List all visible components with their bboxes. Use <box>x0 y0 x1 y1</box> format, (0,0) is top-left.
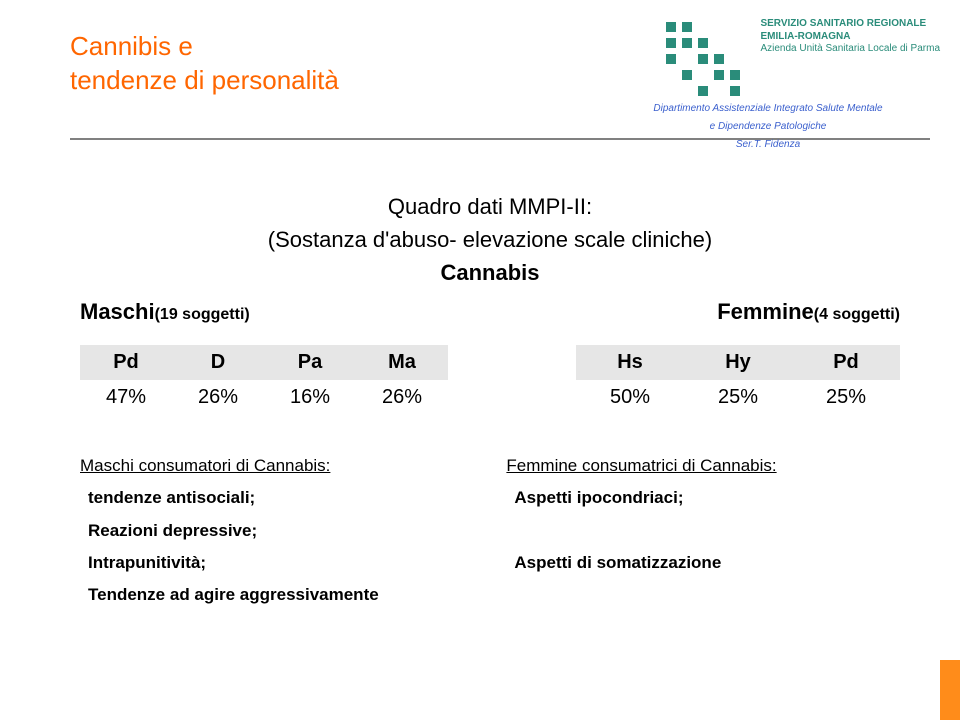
female-desc-item <box>506 515 900 547</box>
female-cell: 25% <box>684 380 792 415</box>
male-cell: 26% <box>172 380 264 415</box>
female-group-label: Femmine(4 soggetti) <box>717 299 900 325</box>
male-cell: 16% <box>264 380 356 415</box>
header: Cannibis e tendenze di personalità SERVI… <box>0 0 960 160</box>
female-desc-item: Aspetti di somatizzazione <box>506 547 900 579</box>
content: Quadro dati MMPI-II: (Sostanza d'abuso- … <box>0 160 960 611</box>
logo-squares-icon <box>662 18 754 110</box>
male-desc-item: tendenze antisociali; <box>80 482 474 514</box>
female-col-0: Hs <box>576 345 684 380</box>
female-desc-head: Femmine consumatrici di Cannabis: <box>506 450 900 482</box>
male-table: Pd D Pa Ma 47% 26% 16% 26% <box>80 345 448 415</box>
male-cell: 26% <box>356 380 448 415</box>
male-col-2: Pa <box>264 345 356 380</box>
male-desc-item: Tendenze ad agire aggressivamente <box>80 579 474 611</box>
female-n: (4 soggetti) <box>814 306 900 323</box>
male-col-0: Pd <box>80 345 172 380</box>
section-title-l1: Quadro dati MMPI-II: <box>388 194 592 219</box>
table-header-row: Hs Hy Pd <box>576 345 900 380</box>
title-line2: tendenze di personalità <box>70 65 339 95</box>
logo-text: SERVIZIO SANITARIO REGIONALE EMILIA-ROMA… <box>760 18 940 56</box>
section-title-l2: (Sostanza d'abuso- elevazione scale clin… <box>268 227 712 252</box>
table-row: 47% 26% 16% 26% <box>80 380 448 415</box>
table-header-row: Pd D Pa Ma <box>80 345 448 380</box>
female-cell: 25% <box>792 380 900 415</box>
female-label: Femmine <box>717 299 814 324</box>
table-row: 50% 25% 25% <box>576 380 900 415</box>
male-cell: 47% <box>80 380 172 415</box>
org-logo: SERVIZIO SANITARIO REGIONALE EMILIA-ROMA… <box>662 18 940 110</box>
logo-sub2: e Dipendenze Patologiche <box>598 118 938 136</box>
female-cell: 50% <box>576 380 684 415</box>
logo-line3: Azienda Unità Sanitaria Locale di Parma <box>760 43 940 56</box>
accent-bar <box>940 660 960 720</box>
section-title: Quadro dati MMPI-II: (Sostanza d'abuso- … <box>70 190 910 289</box>
male-col-3: Ma <box>356 345 448 380</box>
male-description: Maschi consumatori di Cannabis: tendenze… <box>80 450 474 611</box>
female-col-2: Pd <box>792 345 900 380</box>
logo-line1: SERVIZIO SANITARIO REGIONALE <box>760 18 940 31</box>
male-n: (19 soggetti) <box>155 306 250 323</box>
female-col-1: Hy <box>684 345 792 380</box>
male-desc-head: Maschi consumatori di Cannabis: <box>80 450 474 482</box>
logo-subtitle: Dipartimento Assistenziale Integrato Sal… <box>598 100 938 154</box>
descriptions: Maschi consumatori di Cannabis: tendenze… <box>70 450 910 611</box>
male-label: Maschi <box>80 299 155 324</box>
female-table: Hs Hy Pd 50% 25% 25% <box>576 345 900 415</box>
female-description: Femmine consumatrici di Cannabis: Aspett… <box>506 450 900 611</box>
male-group-label: Maschi(19 soggetti) <box>80 299 250 325</box>
section-substance: Cannabis <box>440 260 539 285</box>
male-desc-item: Reazioni depressive; <box>80 515 474 547</box>
group-labels: Maschi(19 soggetti) Femmine(4 soggetti) <box>70 299 910 325</box>
logo-line2: EMILIA-ROMAGNA <box>760 31 940 44</box>
logo-sub1: Dipartimento Assistenziale Integrato Sal… <box>598 100 938 118</box>
female-desc-item: Aspetti ipocondriaci; <box>506 482 900 514</box>
male-col-1: D <box>172 345 264 380</box>
tables-row: Pd D Pa Ma 47% 26% 16% 26% Hs Hy Pd 50% … <box>70 345 910 415</box>
male-desc-item: Intrapunitività; <box>80 547 474 579</box>
logo-sub3: Ser.T. Fidenza <box>598 136 938 154</box>
title-line1: Cannibis e <box>70 31 193 61</box>
